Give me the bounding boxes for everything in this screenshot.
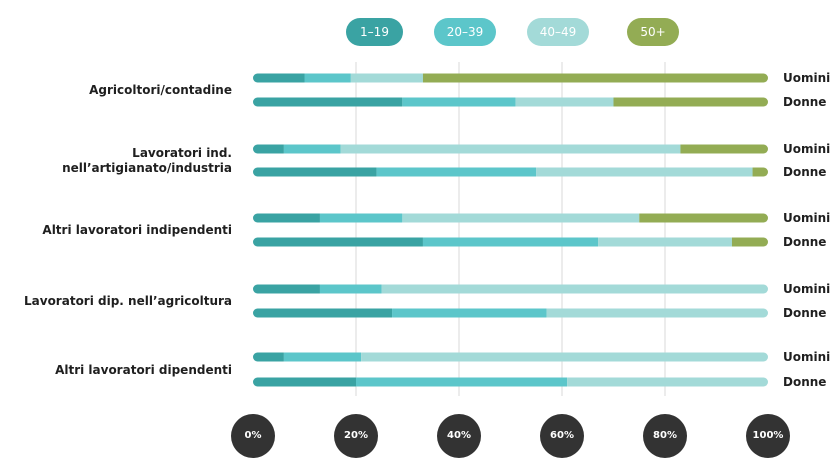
bar-segment — [639, 213, 768, 223]
bar-row — [253, 377, 768, 387]
bar-segment — [356, 377, 568, 387]
bar-segment — [253, 377, 356, 387]
bar-segment — [340, 144, 681, 154]
legend-item: 40–49 — [527, 18, 589, 46]
group-label: Uomini — [783, 350, 831, 364]
bar-row — [253, 237, 768, 247]
bar-row — [253, 144, 768, 154]
group-label: Uomini — [783, 71, 831, 85]
legend-item: 20–39 — [434, 18, 496, 46]
bar-row — [253, 167, 768, 177]
bar-segment — [567, 377, 768, 387]
group-label: Donne — [783, 235, 827, 249]
bar-segment — [319, 284, 382, 294]
bar-segment — [319, 213, 403, 223]
legend-item: 1–19 — [346, 18, 403, 46]
category-label: Lavoratori ind. nell’artigianato/industri… — [62, 146, 232, 176]
bar-segment — [253, 167, 377, 177]
bar-row — [253, 352, 768, 362]
bar-segment — [536, 167, 753, 177]
group-label: Uomini — [783, 142, 831, 156]
bar-segment — [376, 167, 537, 177]
bar-segment — [253, 144, 284, 154]
group-label: Donne — [783, 165, 827, 179]
bar-segment — [598, 237, 732, 247]
category-label: Altri lavoratori indipendenti — [42, 223, 232, 238]
bar-segment — [381, 284, 768, 294]
bar-segment — [546, 308, 768, 318]
category-label-line: Lavoratori ind. — [132, 146, 232, 160]
bar-segment — [515, 97, 614, 107]
group-label: Donne — [783, 375, 827, 389]
category-label-line: nell’artigianato/industria — [62, 161, 232, 175]
bar-segment — [304, 73, 351, 83]
bar-row — [253, 73, 768, 83]
bar-row — [253, 213, 768, 223]
group-label: Donne — [783, 95, 827, 109]
x-tick-label: 0% — [231, 414, 275, 458]
bar-row — [253, 97, 768, 107]
x-tick-label: 40% — [437, 414, 481, 458]
bar-segment — [402, 213, 640, 223]
bar-segment — [422, 237, 599, 247]
bar-segment — [392, 308, 547, 318]
bar-segment — [752, 167, 768, 177]
group-label: Uomini — [783, 211, 831, 225]
bar-segment — [253, 237, 423, 247]
bar-segment — [402, 97, 516, 107]
bar-segment — [253, 284, 320, 294]
bar-segment — [253, 73, 305, 83]
x-tick-label: 20% — [334, 414, 378, 458]
bar-segment — [283, 352, 362, 362]
bar-row — [253, 308, 768, 318]
category-label-line: Agricoltori/contadine — [89, 82, 232, 97]
bar-row — [253, 284, 768, 294]
x-tick-label: 100% — [746, 414, 790, 458]
bar-segment — [680, 144, 768, 154]
bar-segment — [422, 73, 768, 83]
bar-segment — [350, 73, 423, 83]
category-label: Lavoratori dip. nell’agricoltura — [24, 294, 232, 309]
x-tick-label: 60% — [540, 414, 584, 458]
category-label: Agricoltori/contadine — [89, 83, 232, 98]
category-label-line: Lavoratori dip. nell’agricoltura — [24, 293, 232, 308]
category-label: Altri lavoratori dipendenti — [55, 363, 232, 378]
bar-segment — [253, 352, 284, 362]
category-label-line: Altri lavoratori dipendenti — [55, 362, 232, 377]
group-label: Donne — [783, 306, 827, 320]
bar-segment — [253, 97, 403, 107]
bar-segment — [253, 308, 393, 318]
bar-segment — [361, 352, 768, 362]
x-tick-label: 80% — [643, 414, 687, 458]
legend-item: 50+ — [627, 18, 679, 46]
bar-segment — [613, 97, 768, 107]
bar-segment — [253, 213, 320, 223]
bar-segment — [283, 144, 341, 154]
category-label-line: Altri lavoratori indipendenti — [42, 222, 232, 237]
bar-segment — [731, 237, 768, 247]
group-label: Uomini — [783, 282, 831, 296]
